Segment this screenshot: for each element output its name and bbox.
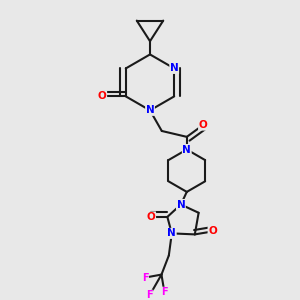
- Text: O: O: [208, 226, 217, 236]
- Text: O: O: [199, 120, 207, 130]
- Text: N: N: [146, 105, 154, 116]
- Text: N: N: [182, 145, 191, 154]
- Text: O: O: [147, 212, 155, 222]
- Text: F: F: [161, 287, 168, 297]
- Text: N: N: [170, 63, 178, 74]
- Text: N: N: [167, 228, 176, 239]
- Text: F: F: [142, 272, 148, 283]
- Text: N: N: [176, 200, 185, 209]
- Text: F: F: [146, 290, 153, 300]
- Text: O: O: [98, 92, 106, 101]
